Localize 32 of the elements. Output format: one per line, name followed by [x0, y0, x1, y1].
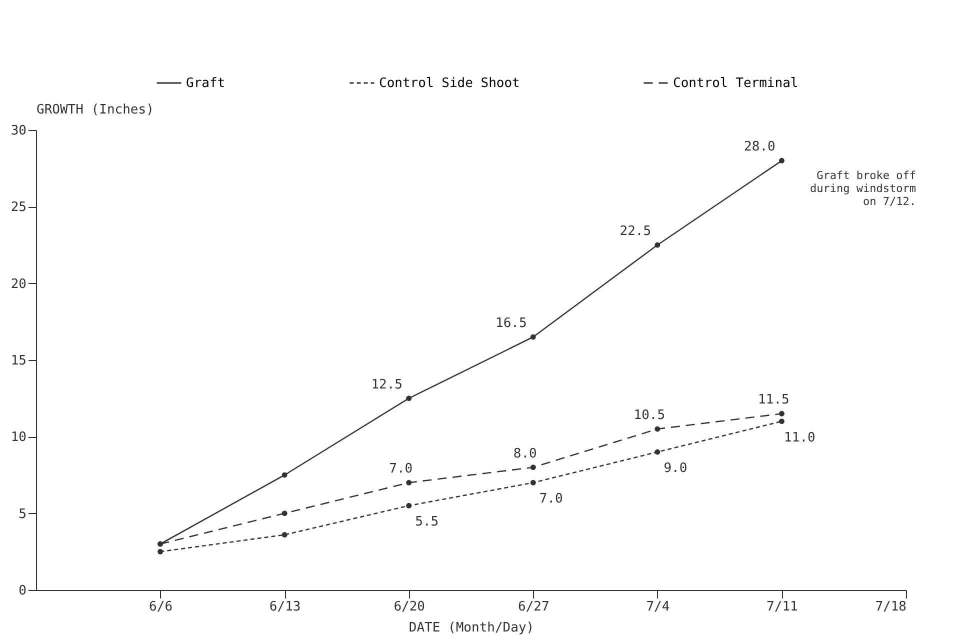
- y-axis-title: GROWTH (Inches): [36, 102, 154, 118]
- x-tick-label: 7/18: [875, 600, 906, 614]
- y-tick-label: 5: [18, 506, 26, 522]
- data-label: 10.5: [634, 408, 666, 423]
- data-label: 16.5: [495, 316, 527, 331]
- y-tick-label: 10: [10, 430, 26, 446]
- x-tick-label: 6/13: [269, 600, 301, 614]
- data-label: 28.0: [744, 140, 776, 155]
- data-label: 9.0: [664, 461, 688, 476]
- legend-label: Graft: [186, 76, 226, 91]
- data-label: 11.0: [784, 430, 816, 446]
- x-tick-label: 7/4: [646, 600, 670, 614]
- y-tick-label: 15: [10, 354, 26, 368]
- y-tick-label: 25: [10, 200, 26, 216]
- x-axis-title: DATE (Month/Day): [408, 620, 534, 636]
- annotation: Graft broke off during windstorm on 7/12.: [810, 169, 916, 208]
- x-tick-label: 6/6: [149, 600, 173, 614]
- data-label: 11.5: [758, 392, 790, 408]
- data-label: 7.0: [539, 492, 563, 507]
- legend-label: Control Terminal: [673, 76, 798, 91]
- data-label: 5.5: [415, 514, 439, 530]
- x-tick-label: 7/11: [766, 600, 798, 614]
- y-tick-label: 0: [18, 584, 26, 598]
- data-label: 22.5: [620, 224, 652, 239]
- y-tick-label: 30: [10, 124, 26, 138]
- x-tick-label: 6/20: [394, 600, 426, 614]
- x-tick-label: 6/27: [518, 600, 550, 614]
- data-label: 12.5: [371, 377, 403, 392]
- y-tick-label: 20: [10, 276, 26, 292]
- legend-label: Control Side Shoot: [379, 76, 520, 91]
- data-label: 7.0: [389, 462, 413, 477]
- data-label: 8.0: [513, 446, 537, 462]
